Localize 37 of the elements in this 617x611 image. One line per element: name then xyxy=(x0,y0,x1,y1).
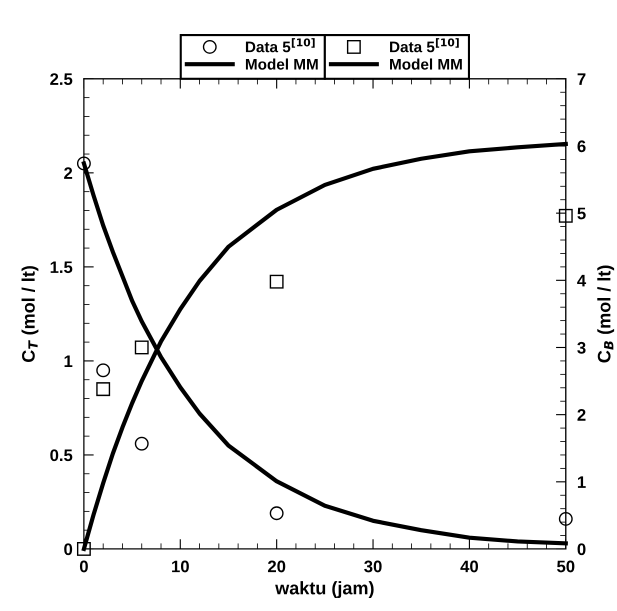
x-tick-label: 10 xyxy=(172,560,189,572)
y-axis-title: C$_{T}$ (mol / lt) xyxy=(22,266,38,362)
y-tick-label: 0.5 xyxy=(50,449,72,462)
y-tick-label: 2 xyxy=(64,167,72,179)
x-tick-label: 40 xyxy=(460,560,478,572)
y2-tick-label: 5 xyxy=(577,208,586,220)
point xyxy=(76,542,91,556)
y2-tick-label: 1 xyxy=(578,476,586,488)
point xyxy=(134,436,149,451)
x-tick-label: 20 xyxy=(268,560,286,572)
legend-label: Data 5$^{[10]}$ xyxy=(390,38,459,52)
x-tick-label: 50 xyxy=(557,560,574,572)
legend-label: Model MM xyxy=(246,58,318,70)
y2-tick-label: 2 xyxy=(577,409,586,421)
y2-tick-label: 4 xyxy=(577,274,586,286)
x-tick-label: 0 xyxy=(80,560,88,572)
point xyxy=(96,363,110,378)
y2-tick-label: 6 xyxy=(578,140,586,152)
y2-tick-label: 7 xyxy=(578,73,586,85)
x-axis-title: waktu (jam) xyxy=(275,581,374,598)
point xyxy=(134,340,149,354)
point xyxy=(96,382,110,396)
point xyxy=(558,208,573,223)
point xyxy=(558,512,573,526)
x-tick-label: 30 xyxy=(364,560,382,572)
y-tick-label: 2.5 xyxy=(50,73,72,86)
y2-tick-label: 3 xyxy=(577,342,586,354)
y-tick-label: 0 xyxy=(64,543,72,556)
y-tick-label: 1.5 xyxy=(50,261,72,274)
y2-axis-title: C$_{B}$ (mol / lt) xyxy=(597,266,614,362)
y2-tick-label: 0 xyxy=(578,543,586,556)
point xyxy=(270,506,284,520)
legend-label: Data 5$^{[10]}$ xyxy=(246,38,315,52)
legend-label: Model MM xyxy=(390,58,462,70)
y-tick-label: 1 xyxy=(64,355,72,367)
point xyxy=(270,274,284,289)
point xyxy=(76,156,91,170)
